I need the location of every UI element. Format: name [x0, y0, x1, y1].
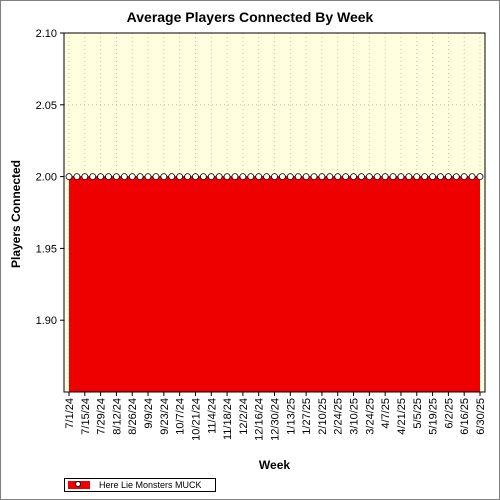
- data-point: [334, 173, 342, 181]
- data-point: [397, 173, 405, 181]
- x-tick-label: 7/29/24: [96, 398, 108, 435]
- data-point: [136, 173, 144, 181]
- series-area: [69, 176, 480, 392]
- x-tick-label: 3/10/25: [349, 398, 361, 435]
- data-point: [113, 173, 120, 181]
- data-point: [263, 173, 270, 181]
- data-point: [271, 173, 278, 181]
- data-point: [192, 173, 199, 181]
- x-tick-label: 5/19/25: [428, 398, 440, 435]
- data-point: [444, 173, 452, 181]
- x-tick-label: 5/5/25: [412, 398, 424, 429]
- data-point: [342, 173, 350, 181]
- x-tick-label: 10/21/24: [190, 398, 202, 441]
- data-point: [326, 173, 334, 181]
- data-point: [413, 173, 421, 181]
- x-tick-label: 11/4/24: [206, 398, 218, 434]
- data-point: [365, 173, 373, 181]
- x-tick-label: 6/2/25: [443, 398, 455, 429]
- x-tick-label: 2/24/25: [333, 398, 345, 435]
- legend: Here Lie Monsters MUCK: [64, 478, 216, 492]
- data-point: [318, 173, 326, 181]
- x-tick-label: 12/30/24: [270, 398, 282, 441]
- x-tick-label: 7/1/24: [64, 398, 76, 429]
- x-tick-label: 3/24/25: [364, 398, 376, 435]
- data-point: [97, 173, 105, 181]
- data-point: [168, 173, 176, 181]
- x-tick-label: 12/16/24: [254, 398, 266, 441]
- x-tick-label: 1/13/25: [285, 398, 297, 435]
- chart-title: Average Players Connected By Week: [126, 9, 374, 25]
- data-point: [176, 173, 184, 181]
- data-point: [89, 173, 97, 181]
- x-tick-label: 7/15/24: [80, 398, 92, 435]
- x-tick-label: 6/30/25: [475, 398, 487, 435]
- data-point: [184, 173, 191, 181]
- data-point: [389, 173, 397, 181]
- data-point: [421, 173, 429, 181]
- data-point: [152, 173, 160, 181]
- data-point: [128, 173, 136, 181]
- y-axis-title: Players Connected: [9, 159, 23, 269]
- x-tick-label: 6/16/25: [459, 398, 471, 435]
- data-point: [144, 173, 152, 181]
- data-point: [105, 173, 112, 181]
- data-point: [207, 173, 215, 181]
- y-tick-label: 1.90: [36, 315, 57, 327]
- data-point: [65, 173, 73, 181]
- data-point: [452, 173, 460, 181]
- data-point: [286, 173, 294, 181]
- data-point: [120, 173, 128, 181]
- data-point: [255, 173, 263, 181]
- data-point: [215, 173, 223, 181]
- legend-label: Here Lie Monsters MUCK: [99, 480, 202, 490]
- data-point: [231, 173, 239, 181]
- y-tick-label: 1.95: [36, 243, 57, 255]
- data-point: [468, 173, 476, 181]
- data-point: [373, 173, 381, 181]
- x-tick-label: 9/23/24: [159, 398, 171, 435]
- data-point: [81, 173, 89, 181]
- data-point: [239, 173, 247, 181]
- legend-marker-icon: [75, 481, 81, 487]
- data-point: [302, 173, 310, 181]
- data-point: [73, 173, 81, 181]
- data-point: [381, 173, 389, 181]
- x-tick-label: 11/18/24: [222, 398, 234, 440]
- x-tick-label: 4/21/25: [396, 398, 408, 435]
- x-tick-label: 9/9/24: [143, 398, 155, 429]
- data-point: [279, 173, 286, 181]
- data-point: [199, 173, 207, 181]
- data-point: [247, 173, 255, 181]
- data-point: [460, 173, 468, 181]
- y-tick-label: 2.05: [36, 100, 57, 112]
- x-tick-label: 12/2/24: [238, 398, 250, 435]
- data-point: [476, 173, 484, 181]
- data-point: [350, 173, 357, 181]
- x-axis-title: Week: [258, 458, 291, 472]
- x-tick-label: 8/12/24: [111, 398, 123, 435]
- x-tick-label: 2/10/25: [317, 398, 329, 435]
- x-tick-label: 4/7/25: [380, 398, 392, 429]
- data-point: [429, 173, 436, 181]
- data-point: [405, 173, 413, 181]
- data-point: [294, 173, 302, 181]
- data-point: [437, 173, 444, 181]
- x-tick-label: 10/7/24: [175, 398, 187, 435]
- data-point: [358, 173, 365, 181]
- data-point: [223, 173, 231, 181]
- y-tick-label: 2.10: [36, 28, 57, 40]
- data-point: [160, 173, 168, 181]
- x-tick-label: 8/26/24: [127, 398, 139, 435]
- y-tick-label: 2.00: [36, 172, 57, 184]
- data-point: [310, 173, 318, 181]
- x-tick-label: 1/27/25: [301, 398, 313, 435]
